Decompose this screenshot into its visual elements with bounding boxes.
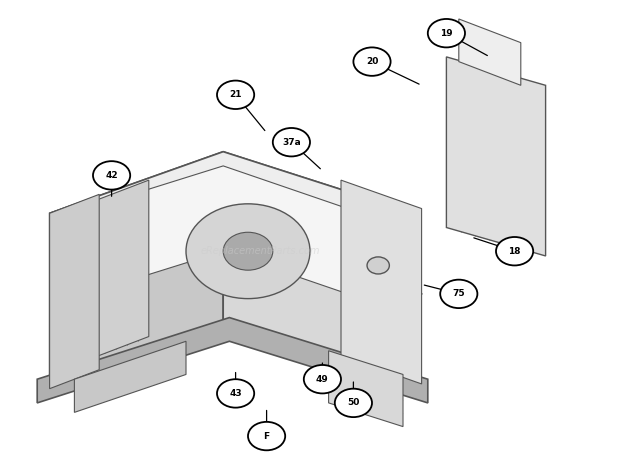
Circle shape bbox=[273, 128, 310, 156]
Text: 18: 18 bbox=[508, 247, 521, 255]
Circle shape bbox=[93, 161, 130, 190]
Circle shape bbox=[304, 365, 341, 393]
Circle shape bbox=[223, 232, 273, 270]
Text: 20: 20 bbox=[366, 57, 378, 66]
Circle shape bbox=[440, 280, 477, 308]
Polygon shape bbox=[329, 351, 403, 427]
Text: 42: 42 bbox=[105, 171, 118, 180]
Circle shape bbox=[367, 257, 389, 274]
Text: 75: 75 bbox=[453, 290, 465, 298]
Text: 43: 43 bbox=[229, 389, 242, 398]
Text: F: F bbox=[264, 432, 270, 440]
Text: eReplacementParts.com: eReplacementParts.com bbox=[201, 246, 320, 256]
Text: 49: 49 bbox=[316, 375, 329, 383]
Circle shape bbox=[217, 81, 254, 109]
Polygon shape bbox=[446, 57, 546, 256]
Circle shape bbox=[186, 204, 310, 299]
Polygon shape bbox=[87, 166, 403, 313]
Text: 37a: 37a bbox=[282, 138, 301, 146]
Polygon shape bbox=[74, 341, 186, 412]
Polygon shape bbox=[50, 194, 99, 389]
Polygon shape bbox=[341, 180, 422, 384]
Polygon shape bbox=[223, 152, 415, 389]
Circle shape bbox=[428, 19, 465, 47]
Circle shape bbox=[217, 379, 254, 408]
Text: 50: 50 bbox=[347, 399, 360, 407]
Polygon shape bbox=[50, 152, 223, 389]
Circle shape bbox=[353, 47, 391, 76]
Polygon shape bbox=[37, 318, 428, 403]
Text: 19: 19 bbox=[440, 29, 453, 37]
Polygon shape bbox=[50, 152, 415, 275]
Circle shape bbox=[248, 422, 285, 450]
Polygon shape bbox=[459, 19, 521, 85]
Circle shape bbox=[335, 389, 372, 417]
Text: 21: 21 bbox=[229, 91, 242, 99]
Polygon shape bbox=[62, 180, 149, 370]
Circle shape bbox=[496, 237, 533, 265]
